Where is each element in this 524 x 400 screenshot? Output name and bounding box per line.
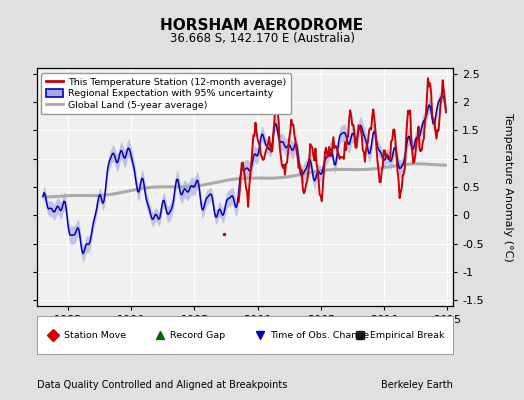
Text: Station Move: Station Move — [64, 330, 126, 340]
Text: 36.668 S, 142.170 E (Australia): 36.668 S, 142.170 E (Australia) — [169, 32, 355, 45]
Text: Record Gap: Record Gap — [170, 330, 225, 340]
Text: HORSHAM AERODROME: HORSHAM AERODROME — [160, 18, 364, 33]
Y-axis label: Temperature Anomaly (°C): Temperature Anomaly (°C) — [504, 113, 514, 261]
Text: Data Quality Controlled and Aligned at Breakpoints: Data Quality Controlled and Aligned at B… — [37, 380, 287, 390]
Text: Berkeley Earth: Berkeley Earth — [381, 380, 453, 390]
Text: Empirical Break: Empirical Break — [370, 330, 444, 340]
Text: Time of Obs. Change: Time of Obs. Change — [270, 330, 369, 340]
Legend: This Temperature Station (12-month average), Regional Expectation with 95% uncer: This Temperature Station (12-month avera… — [41, 73, 291, 114]
